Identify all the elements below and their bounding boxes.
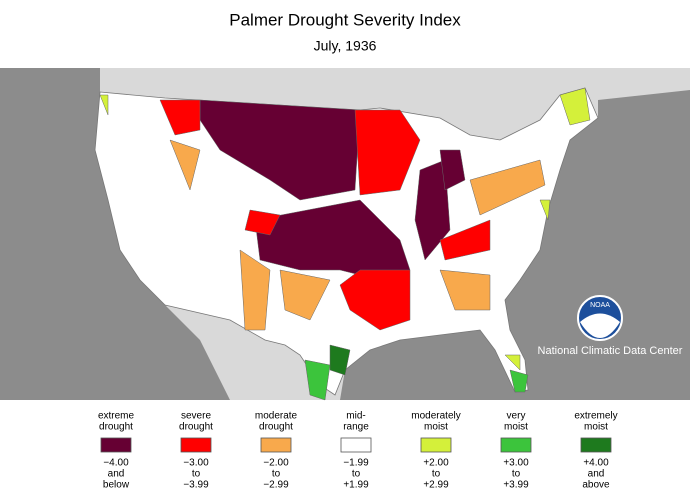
moist-region — [304, 359, 331, 401]
drought-region — [244, 209, 281, 236]
legend-range: above — [582, 480, 610, 488]
legend-label: moderate — [255, 411, 298, 422]
legend-range: +2.99 — [423, 480, 449, 488]
legend-range: +1.99 — [343, 480, 369, 488]
moist-region — [99, 94, 109, 116]
legend-swatch — [420, 437, 452, 453]
drought-region — [439, 219, 491, 261]
legend-label: range — [343, 422, 369, 433]
moist-region — [539, 199, 551, 221]
legend: extremedrought−4.00andbelowseveredrought… — [98, 411, 618, 488]
legend-swatch — [500, 437, 532, 453]
legend-range: +3.00 — [503, 458, 529, 469]
legend-swatch — [340, 437, 372, 453]
drought-region — [414, 159, 451, 261]
legend-label: moist — [584, 422, 608, 433]
drought-region — [239, 249, 271, 331]
legend-label: moist — [424, 422, 448, 433]
drought-region — [354, 109, 421, 196]
logo-bird — [580, 313, 620, 338]
moist-region — [504, 354, 521, 371]
legend-range: +3.99 — [503, 480, 529, 488]
legend-swatch — [580, 437, 612, 453]
legend-swatch — [260, 437, 292, 453]
legend-swatch — [100, 437, 132, 453]
drought-region — [439, 269, 491, 311]
legend-swatch — [180, 437, 212, 453]
logo-text: NOAA — [590, 302, 610, 309]
legend-range: to — [352, 469, 361, 480]
moist-region — [329, 344, 351, 376]
drought-region — [169, 139, 201, 191]
legend-range: to — [192, 469, 201, 480]
legend-label: drought — [179, 422, 213, 433]
noaa-logo: NOAA — [577, 295, 623, 341]
legend-range: to — [432, 469, 441, 480]
legend-range: −3.00 — [183, 458, 209, 469]
pacific-ocean — [0, 68, 230, 400]
drought-region — [279, 269, 331, 321]
drought-region — [339, 269, 411, 331]
legend-label: drought — [99, 422, 133, 433]
legend-range: −1.99 — [343, 458, 369, 469]
legend-range: −3.99 — [183, 480, 209, 488]
legend-label: severe — [181, 411, 211, 422]
map-subtitle: July, 1936 — [314, 38, 377, 54]
legend-range: to — [272, 469, 281, 480]
legend-label: drought — [259, 422, 293, 433]
drought-region — [439, 149, 466, 191]
legend-label: moist — [504, 422, 528, 433]
legend-range: below — [103, 480, 130, 488]
legend-label: extreme — [98, 411, 135, 422]
moist-region — [559, 87, 591, 126]
legend-range: −2.00 — [263, 458, 289, 469]
legend-range: +4.00 — [583, 458, 609, 469]
legend-range: +2.00 — [423, 458, 449, 469]
moist-region — [509, 369, 529, 393]
credit: National Climatic Data Center — [538, 345, 683, 357]
regions — [99, 87, 591, 401]
legend-range: and — [108, 469, 125, 480]
legend-range: −2.99 — [263, 480, 289, 488]
legend-range: and — [588, 469, 605, 480]
drought-region — [159, 99, 201, 136]
legend-range: −4.00 — [103, 458, 129, 469]
map-title: Palmer Drought Severity Index — [229, 10, 461, 29]
legend-label: extremely — [574, 411, 617, 422]
legend-range: to — [512, 469, 521, 480]
map: NOAA National Climatic Data Center — [0, 68, 690, 401]
legend-label: very — [507, 411, 526, 422]
legend-label: moderately — [411, 411, 460, 422]
legend-label: mid- — [346, 411, 365, 422]
drought-region — [469, 159, 546, 216]
